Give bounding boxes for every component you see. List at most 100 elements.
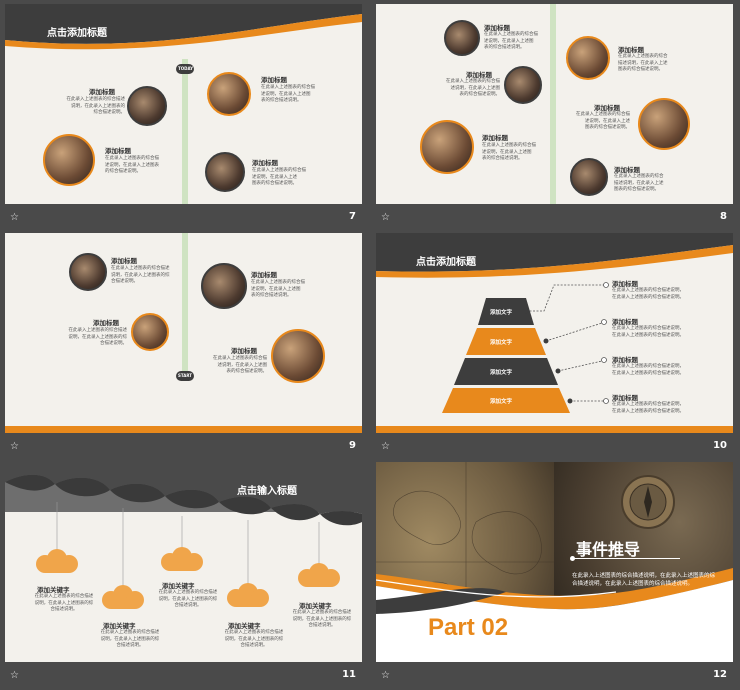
slide-footer: ☆ 8 bbox=[376, 204, 733, 232]
slide-number: 11 bbox=[342, 669, 356, 680]
item-title: 添加标题 bbox=[251, 271, 277, 279]
photo-circle bbox=[566, 36, 610, 80]
keyword-desc: 在此录入上述图表的综合描述 说明，在此录入上述图表的综 合描述说明。 bbox=[224, 630, 284, 648]
keyword-title: 添加关键字 bbox=[37, 586, 70, 594]
item-desc: 在此录入上述图表的综合描 述说明，在此录入上述图 表的综合描述说明。 bbox=[446, 79, 500, 97]
photo-circle bbox=[207, 72, 251, 116]
slide-title: 点击添加标题 bbox=[47, 28, 107, 39]
item-desc: 在此录入上述图表的综合描 述说明，在此录入上述图 表的综合描述说明。 bbox=[482, 143, 536, 161]
star-icon[interactable]: ☆ bbox=[381, 670, 390, 681]
pyramid-diagram bbox=[376, 233, 733, 433]
slide-thumbnail-12[interactable]: 事件推导 在此录入上述图表的综合描述说明，在此录入上述图表的综合描述说明，在此录… bbox=[376, 462, 733, 690]
item-desc: 在此录入上述图表的综合描 述说明，在此录入上述图 表的综合描述说明。 bbox=[213, 356, 267, 374]
item-title: 添加标题 bbox=[111, 257, 137, 265]
item-desc: 在此录入上述图表的综合描述 说明，在此录入上述图表的综 合描述说明。 bbox=[111, 266, 170, 284]
star-icon[interactable]: ☆ bbox=[10, 670, 19, 681]
item-title: 添加标题 bbox=[612, 356, 638, 364]
slide-thumbnail-10[interactable]: 点击添加标题 添加文字 添加文字 添加文字 添加文字 添加标题 在此录入上述图表… bbox=[376, 233, 733, 461]
star-icon[interactable]: ☆ bbox=[381, 441, 390, 452]
item-desc: 在此录入上述图表的综合描述说明， 在此录入上述图表的综合描述说明。 bbox=[612, 288, 684, 300]
pyramid-level-label: 添加文字 bbox=[490, 340, 513, 346]
part-label: Part 02 bbox=[428, 614, 509, 641]
slide-thumbnail-8[interactable]: 添加标题 在此录入上述图表的综合描 述说明，在此录入上述图 表的综合描述说明。 … bbox=[376, 4, 733, 232]
photo-circle bbox=[638, 98, 690, 150]
section-heading: 事件推导 bbox=[576, 540, 641, 559]
item-title: 添加标题 bbox=[614, 166, 640, 174]
item-title: 添加标题 bbox=[231, 347, 257, 355]
item-title: 添加标题 bbox=[105, 147, 131, 155]
keyword-desc: 在此录入上述图表的综合描述 说明，在此录入上述图表的综 合描述说明。 bbox=[292, 610, 352, 628]
item-desc: 在此录入上述图表的综合描述 说明，在此录入上述图表的综 合描述说明。 bbox=[68, 328, 128, 346]
timeline-line bbox=[5, 233, 362, 433]
photo-circle bbox=[570, 158, 608, 196]
item-title: 添加标题 bbox=[484, 24, 510, 32]
photo-circle bbox=[444, 20, 480, 56]
item-title: 添加标题 bbox=[612, 318, 638, 326]
slide-thumbnail-11[interactable]: 点击输入标题 添加关键字 在此录入上述图表的综合描述 说明，在此录入上述图表的综… bbox=[5, 462, 362, 690]
item-desc: 在此录入上述图表的综合描述说明， 在此录入上述图表的综合描述说明。 bbox=[612, 364, 684, 376]
item-desc: 在此录入上述图表的综合描 述说明，在此录入上述图 表的综合描述说明。 bbox=[261, 85, 315, 103]
star-icon[interactable]: ☆ bbox=[381, 212, 390, 223]
photo-circle bbox=[504, 66, 542, 104]
slide-footer: ☆ 12 bbox=[376, 662, 733, 690]
keyword-title: 添加关键字 bbox=[103, 622, 136, 630]
slide-footer: ☆ 7 bbox=[5, 204, 362, 232]
slide-number: 9 bbox=[349, 440, 356, 451]
star-icon[interactable]: ☆ bbox=[10, 441, 19, 452]
slide-thumbnail-9[interactable]: 添加标题 在此录入上述图表的综合描述 说明，在此录入上述图表的综 合描述说明。 … bbox=[5, 233, 362, 461]
slide-canvas: 点击添加标题 添加文字 添加文字 添加文字 添加文字 添加标题 在此录入上述图表… bbox=[376, 233, 733, 433]
item-title: 添加标题 bbox=[612, 280, 638, 288]
section-divider-art bbox=[376, 462, 733, 662]
slide-title: 点击输入标题 bbox=[237, 486, 297, 497]
cloud-background bbox=[5, 462, 362, 609]
today-badge: TODAY bbox=[176, 64, 194, 74]
keyword-desc: 在此录入上述图表的综合描述 说明，在此录入上述图表的综 合描述说明。 bbox=[100, 630, 160, 648]
item-desc: 在此录入上述图表的综合 描述说明，在此录入上述 图表的综合描述说明。 bbox=[618, 54, 668, 72]
slide-thumbnail-7[interactable]: 点击添加标题 TODAY 添加标题 在此录入上述图表的综合描述 说明，在此录入上… bbox=[5, 4, 362, 232]
keyword-title: 添加关键字 bbox=[228, 622, 261, 630]
photo-circle bbox=[205, 152, 245, 192]
slide-number: 8 bbox=[720, 211, 727, 222]
item-desc: 在此录入上述图表的综合描述说明， 在此录入上述图表的综合描述说明。 bbox=[612, 326, 684, 338]
slide-footer: ☆ 11 bbox=[5, 662, 362, 690]
item-title: 添加标题 bbox=[252, 159, 278, 167]
item-title: 添加标题 bbox=[89, 88, 115, 96]
item-desc: 在此录入上述图表的综合 描述说明，在此录入上述 图表的综合描述说明。 bbox=[614, 174, 664, 192]
slide-canvas: 添加标题 在此录入上述图表的综合描述 说明，在此录入上述图表的综 合描述说明。 … bbox=[5, 233, 362, 433]
slide-canvas: 点击输入标题 添加关键字 在此录入上述图表的综合描述 说明，在此录入上述图表的综… bbox=[5, 462, 362, 662]
slide-footer: ☆ 9 bbox=[5, 433, 362, 461]
heading-dot bbox=[570, 556, 575, 561]
photo-circle bbox=[420, 120, 474, 174]
item-title: 添加标题 bbox=[482, 134, 508, 142]
photo-circle bbox=[271, 329, 325, 383]
item-desc: 在此录入上述图表的综合描 述说明，在此录入上述 图表的综合描述说明。 bbox=[252, 168, 306, 186]
item-desc: 在此录入上述图表的综合描 述说明，在此录入上述 图表的综合描述说明。 bbox=[576, 112, 630, 130]
item-desc: 在此录入上述图表的综合描述 说明，在此录入上述图表的 综合描述说明。 bbox=[66, 97, 126, 115]
pyramid-level-label: 添加文字 bbox=[490, 399, 513, 405]
photo-circle bbox=[131, 313, 169, 351]
photo-circle bbox=[43, 134, 95, 186]
item-title: 添加标题 bbox=[594, 104, 620, 112]
star-icon[interactable]: ☆ bbox=[10, 212, 19, 223]
item-desc: 在此录入上述图表的综合描 述说明，在此录入上述图 表的综合描述说明。 bbox=[251, 280, 305, 298]
heading-underline bbox=[572, 558, 680, 559]
item-title: 添加标题 bbox=[93, 319, 119, 327]
pyramid-level-label: 添加文字 bbox=[490, 370, 513, 376]
item-desc: 在此录入上述图表的综合描 述说明，在此录入上述图 表的综合描述说明。 bbox=[484, 32, 538, 50]
today-label: TODAY bbox=[178, 66, 194, 71]
header-wave bbox=[5, 4, 362, 204]
compass-icon bbox=[621, 475, 675, 529]
item-title: 添加标题 bbox=[466, 71, 492, 79]
keyword-desc: 在此录入上述图表的综合描述 说明，在此录入上述图表的综 合描述说明。 bbox=[34, 594, 94, 612]
slide-number: 12 bbox=[713, 669, 727, 680]
keyword-title: 添加关键字 bbox=[299, 602, 332, 610]
photo-circle bbox=[69, 253, 107, 291]
timeline-line bbox=[550, 4, 556, 204]
keyword-title: 添加关键字 bbox=[162, 582, 195, 590]
photo-circle bbox=[201, 263, 247, 309]
slide-title: 点击添加标题 bbox=[416, 257, 476, 268]
item-title: 添加标题 bbox=[618, 46, 644, 54]
item-title: 添加标题 bbox=[612, 394, 638, 402]
slide-canvas: 事件推导 在此录入上述图表的综合描述说明，在此录入上述图表的综合描述说明，在此录… bbox=[376, 462, 733, 662]
item-desc: 在此录入上述图表的综合描 述说明，在此录入上述图表 的综合描述说明。 bbox=[105, 156, 159, 174]
